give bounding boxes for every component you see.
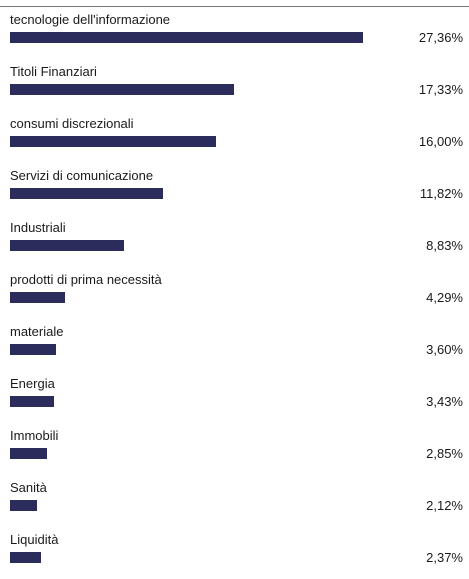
- category-label: consumi discrezionali: [10, 116, 134, 131]
- value-label: 8,83%: [426, 238, 463, 253]
- category-label: tecnologie dell'informazione: [10, 12, 171, 27]
- chart-row: Sanità 2,12%: [0, 475, 469, 527]
- value-label: 27,36%: [418, 30, 463, 45]
- value-label: 17,33%: [418, 82, 463, 97]
- value-label: 4,29%: [426, 290, 463, 305]
- bar: [10, 552, 41, 563]
- value-label: 2,37%: [426, 550, 463, 565]
- bar: [10, 396, 54, 407]
- category-label: Sanità: [10, 480, 47, 495]
- chart-row: Servizi di comunicazione 11,82%: [0, 163, 469, 215]
- value-label: 2,12%: [426, 498, 463, 513]
- value-label: 11,82%: [419, 186, 463, 201]
- chart-row: tecnologie dell'informazione 27,36%: [0, 7, 469, 59]
- category-label: Immobili: [10, 428, 59, 443]
- chart-row: Immobili 2,85%: [0, 423, 469, 475]
- bar: [10, 240, 124, 251]
- chart-row: Liquidità 2,37%: [0, 527, 469, 579]
- chart-row: prodotti di prima necessità 4,29%: [0, 267, 469, 319]
- chart-row: Industriali 8,83%: [0, 215, 469, 267]
- category-label: materiale: [10, 324, 64, 339]
- chart-row: consumi discrezionali 16,00%: [0, 111, 469, 163]
- bar: [10, 292, 65, 303]
- chart-row: materiale 3,60%: [0, 319, 469, 371]
- sector-allocation-chart: tecnologie dell'informazione 27,36% Titoli…: [0, 6, 469, 565]
- category-label: Servizi di comunicazione: [10, 168, 154, 183]
- chart-row: Energia 3,43%: [0, 371, 469, 423]
- category-label: Industriali: [10, 220, 66, 235]
- bar: [10, 500, 37, 511]
- bar: [10, 84, 234, 95]
- bar: [10, 188, 163, 199]
- bar: [10, 32, 363, 43]
- bar: [10, 136, 216, 147]
- bar: [10, 448, 47, 459]
- category-label: Liquidità: [10, 532, 59, 547]
- chart-row: Titoli Finanziari 17,33%: [0, 59, 469, 111]
- value-label: 3,43%: [426, 394, 463, 409]
- category-label: Energia: [10, 376, 55, 391]
- value-label: 16,00%: [418, 134, 463, 149]
- value-label: 2,85%: [426, 446, 463, 461]
- category-label: prodotti di prima necessità: [10, 272, 162, 287]
- bar: [10, 344, 56, 355]
- top-divider: [0, 6, 469, 7]
- category-label: Titoli Finanziari: [10, 64, 97, 79]
- value-label: 3,60%: [426, 342, 463, 357]
